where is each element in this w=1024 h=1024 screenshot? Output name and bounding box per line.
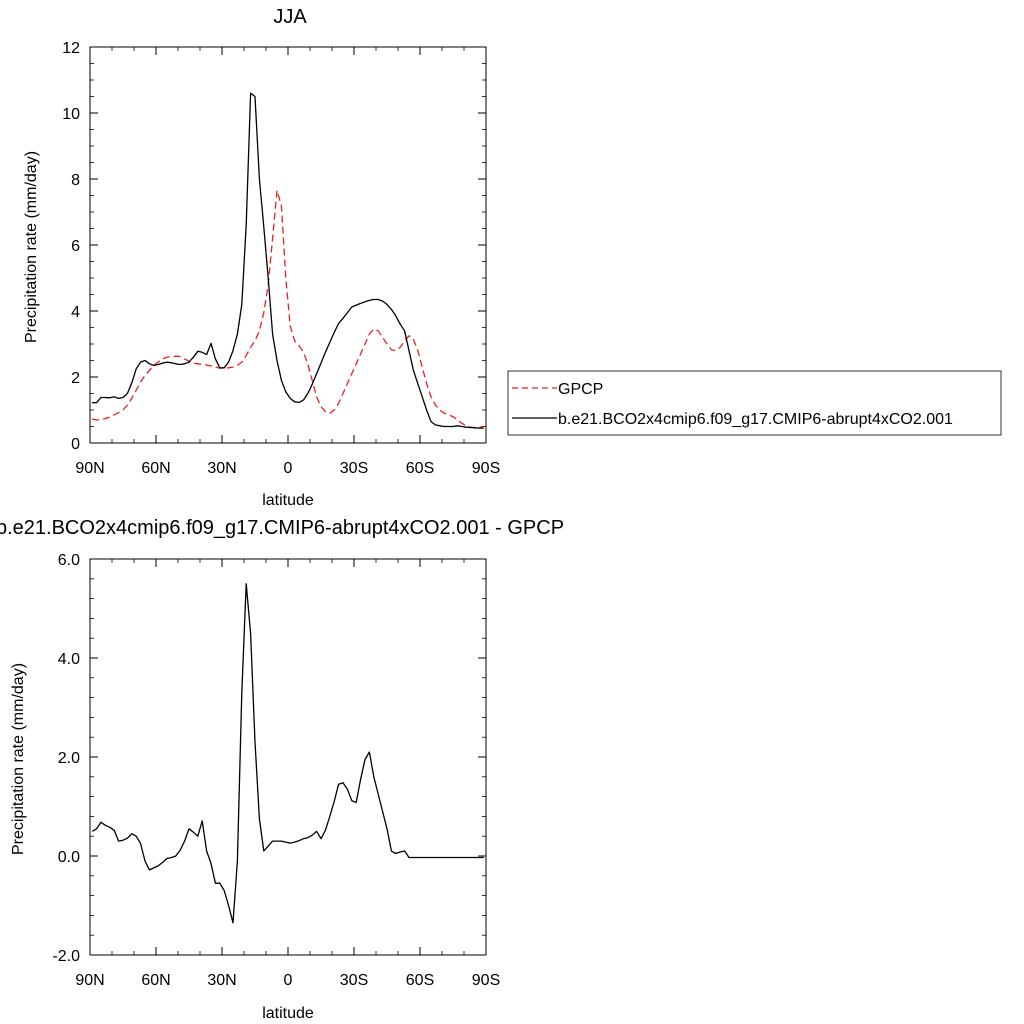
x-tick-label: 60S — [406, 972, 434, 989]
difference-line — [91, 583, 484, 924]
bottom-chart-title: b.e21.BCO2x4cmip6.f09_g17.CMIP6-abrupt4x… — [0, 517, 564, 539]
y-tick-label: 6 — [71, 238, 80, 255]
y-tick-label: 2 — [71, 370, 80, 387]
y-tick-label: 4 — [71, 304, 80, 321]
model-line — [92, 92, 484, 429]
top-y-axis-label: Precipitation rate (mm/day) — [23, 151, 40, 343]
y-tick-label: 10 — [62, 106, 80, 123]
y-tick-label: 2.0 — [58, 750, 80, 767]
y-tick-label: -2.0 — [52, 948, 80, 965]
y-tick-label: 6.0 — [58, 552, 80, 569]
x-tick-label: 90S — [472, 972, 500, 989]
bottom-series-group — [91, 583, 484, 924]
top-ticks: 0 2 4 6 8 10 12 90N 60N 30N 0 30S 60S 90S — [62, 40, 500, 477]
y-tick-label: 8 — [71, 172, 80, 189]
x-tick-label: 90S — [472, 460, 500, 477]
y-tick-label: 12 — [62, 40, 80, 57]
bottom-x-axis-label: latitude — [262, 1005, 314, 1022]
x-tick-label: 90N — [75, 972, 104, 989]
top-series-group — [92, 92, 484, 429]
x-tick-label: 60S — [406, 460, 434, 477]
legend-box — [507, 370, 1002, 436]
top-panel: JJA Precipitation rate (mm/day) latitude… — [23, 6, 500, 509]
legend: GPCP b.e21.BCO2x4cmip6.f09_g17.CMIP6-abr… — [507, 370, 1002, 436]
top-chart-title: JJA — [273, 6, 307, 28]
bottom-plot-frame — [89, 558, 487, 956]
x-tick-label: 60N — [141, 972, 170, 989]
x-tick-label: 0 — [284, 460, 293, 477]
x-tick-label: 30N — [207, 972, 236, 989]
top-x-axis-label: latitude — [262, 492, 314, 509]
x-tick-label: 30N — [207, 460, 236, 477]
legend-label-model: b.e21.BCO2x4cmip6.f09_g17.CMIP6-abrupt4x… — [558, 411, 953, 428]
y-tick-label: 0 — [71, 436, 80, 453]
bottom-ticks: -2.0 0.0 2.0 4.0 6.0 90N 60N 30N 0 30S 60S 90S — [52, 552, 500, 989]
y-tick-label: 0.0 — [58, 849, 80, 866]
y-tick-label: 4.0 — [58, 651, 80, 668]
bottom-panel: b.e21.BCO2x4cmip6.f09_g17.CMIP6-abrupt4x… — [0, 517, 564, 1022]
gpcp-line — [92, 189, 484, 429]
x-tick-label: 90N — [75, 460, 104, 477]
bottom-y-axis-label: Precipitation rate (mm/day) — [10, 663, 27, 855]
legend-label-gpcp: GPCP — [558, 381, 603, 398]
x-tick-label: 60N — [141, 460, 170, 477]
x-tick-label: 30S — [340, 972, 368, 989]
x-tick-label: 0 — [284, 972, 293, 989]
x-tick-label: 30S — [340, 460, 368, 477]
